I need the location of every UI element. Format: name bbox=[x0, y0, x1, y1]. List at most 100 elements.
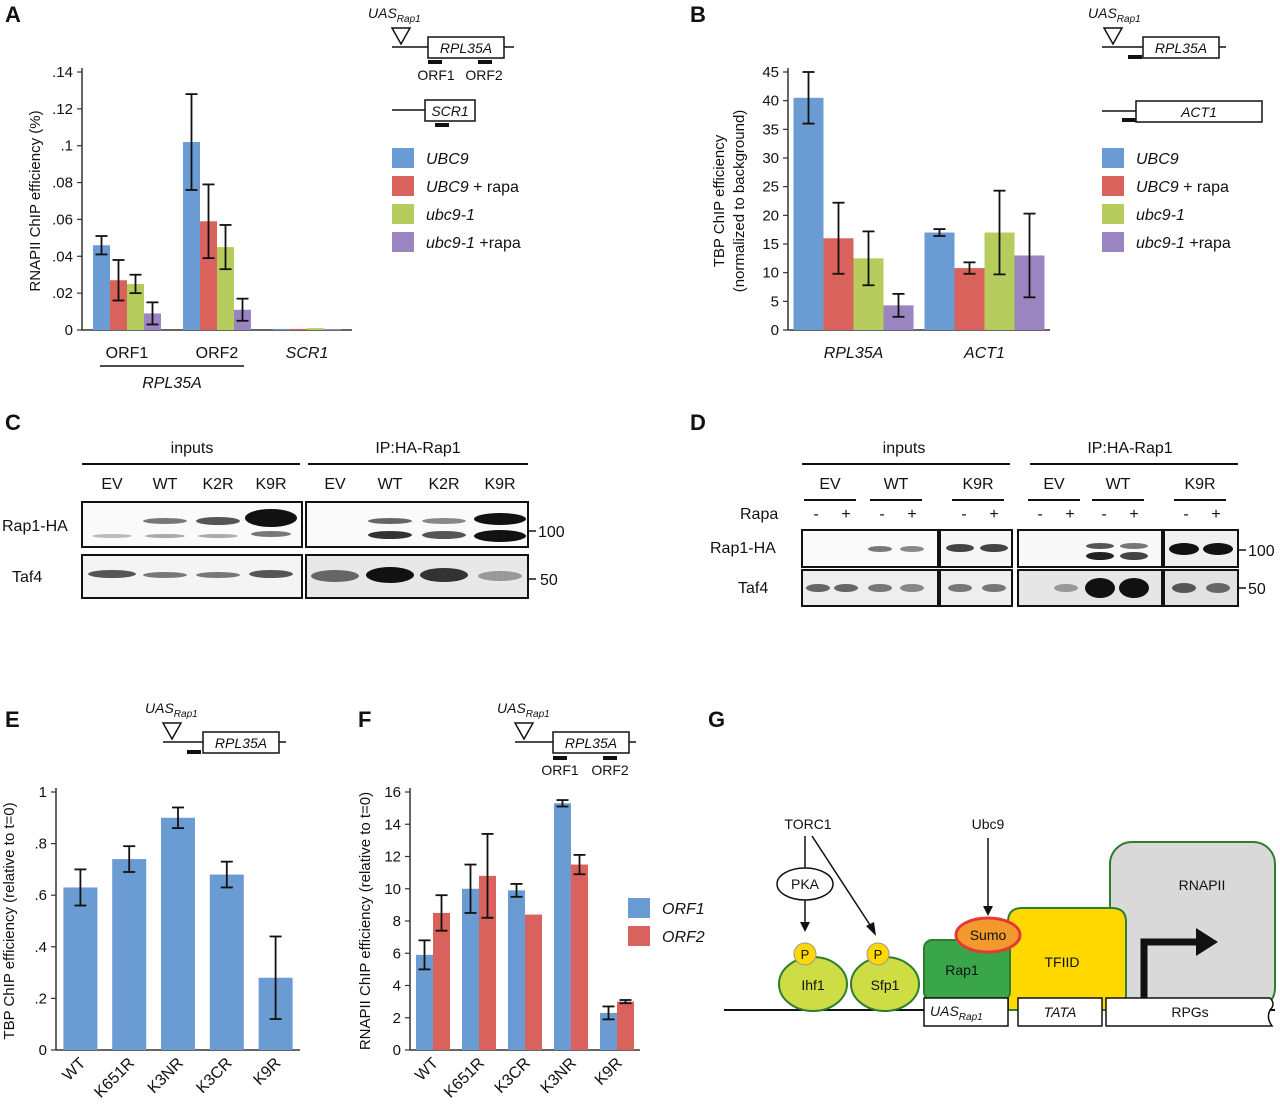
y-tick-label: 8 bbox=[393, 913, 401, 930]
legend-swatch bbox=[1102, 232, 1124, 252]
torc1-label: TORC1 bbox=[784, 816, 831, 832]
svg-text:ORF2: ORF2 bbox=[591, 762, 629, 778]
bar bbox=[127, 283, 144, 330]
legend-entry: ORF1 bbox=[662, 901, 705, 918]
bar bbox=[63, 887, 98, 1050]
y-tick-label: 45 bbox=[762, 64, 779, 81]
y-tick-label: 0 bbox=[39, 1042, 47, 1059]
arrow-tss-icon bbox=[1140, 938, 1200, 1010]
svg-text:RPL35A: RPL35A bbox=[215, 735, 267, 751]
orf1-label: ORF1 bbox=[417, 67, 455, 83]
lane-label: WT bbox=[378, 476, 403, 493]
y-tick-label: .14 bbox=[52, 64, 73, 81]
lane-label: EV bbox=[1043, 476, 1065, 493]
rapa-minus: - bbox=[879, 506, 884, 523]
tata-label: TATA bbox=[1044, 1004, 1077, 1020]
y-tick-label: 16 bbox=[384, 784, 401, 801]
bar bbox=[479, 875, 496, 1050]
y-axis-label: TBP ChIP efficiency bbox=[711, 134, 728, 267]
schematic-a: UASRap1 RPL35A ORF1 ORF2 SCR1 bbox=[368, 5, 514, 127]
x-tick-label: ORF2 bbox=[196, 345, 239, 362]
bar bbox=[571, 864, 588, 1050]
legend-f: ORF1 ORF2 bbox=[628, 898, 705, 946]
y-tick-label: .8 bbox=[34, 836, 47, 853]
y-tick-label: 5 bbox=[771, 293, 779, 310]
schematic-f: UASRap1 RPL35A ORF1 ORF2 bbox=[497, 700, 636, 778]
rapa-plus: + bbox=[1129, 506, 1138, 523]
y-tick-label: .12 bbox=[52, 101, 73, 118]
lane-label: EV bbox=[101, 476, 123, 493]
x-tick-label: K3CR bbox=[193, 1055, 235, 1097]
rapa-minus: - bbox=[961, 506, 966, 523]
marker-50: 50 bbox=[540, 572, 558, 589]
lane-label: EV bbox=[819, 476, 841, 493]
svg-text:ORF1: ORF1 bbox=[541, 762, 579, 778]
bar bbox=[273, 328, 290, 330]
tfiid-shape bbox=[1007, 907, 1127, 1011]
svg-text:100: 100 bbox=[1248, 543, 1275, 560]
bar bbox=[617, 1001, 634, 1050]
ubc9-label: Ubc9 bbox=[972, 816, 1005, 832]
western-blot-c: inputs IP:HA-Rap1 EV WT K2R K9R EV WT K2R K9R R… bbox=[2, 440, 565, 599]
blot-c-inputs-label: inputs bbox=[171, 440, 214, 457]
x-tick-label: SCR1 bbox=[286, 345, 329, 362]
y-tick-label: .6 bbox=[34, 887, 47, 904]
legend-swatch bbox=[392, 232, 414, 252]
bar bbox=[290, 328, 307, 330]
chart-e: 0 .2 .4 .6 .8 1 WT K651R K3NR K3CR K9R TBP ChIP eff… bbox=[1, 784, 300, 1101]
y-tick-label: 30 bbox=[762, 150, 779, 167]
pka-label: PKA bbox=[791, 876, 820, 892]
rapa-minus: - bbox=[1183, 506, 1188, 523]
lane-label: WT bbox=[153, 476, 178, 493]
x-tick-label: K3CR bbox=[492, 1055, 534, 1097]
svg-text:RPL35A: RPL35A bbox=[565, 735, 617, 751]
legend-swatch bbox=[628, 926, 650, 946]
y-axis-label: (normalized to background) bbox=[731, 110, 748, 293]
y-tick-label: 15 bbox=[762, 236, 779, 253]
panel-label-g: G bbox=[708, 707, 725, 732]
triangle-uas-icon bbox=[161, 722, 183, 741]
y-tick-label: 10 bbox=[762, 265, 779, 282]
y-tick-label: 4 bbox=[393, 978, 401, 995]
svg-text:50: 50 bbox=[1248, 581, 1266, 598]
x-tick-label: ORF1 bbox=[106, 345, 149, 362]
rpgs-label: RPGs bbox=[1171, 1004, 1208, 1020]
x-tick-label: ACT1 bbox=[963, 345, 1005, 362]
sfp1-label: Sfp1 bbox=[871, 977, 900, 993]
y-tick-label: .06 bbox=[52, 211, 73, 228]
blot-c-row-rap1ha: Rap1-HA bbox=[2, 518, 68, 535]
rapa-minus: - bbox=[813, 506, 818, 523]
bar bbox=[307, 328, 324, 330]
sumo-label: Sumo bbox=[970, 927, 1007, 943]
act1-gene: ACT1 bbox=[1180, 104, 1217, 120]
uas-label: UASRap1 bbox=[368, 5, 421, 25]
y-tick-label: .2 bbox=[34, 990, 47, 1007]
x-tick-label: RPL35A bbox=[824, 345, 884, 362]
rnapii-label: RNAPII bbox=[1179, 877, 1226, 893]
schematic-e: UASRap1 RPL35A bbox=[145, 700, 286, 754]
blot-c-row-taf4: Taf4 bbox=[12, 569, 42, 586]
y-tick-label: 40 bbox=[762, 93, 779, 110]
bar bbox=[183, 142, 200, 330]
legend-swatch bbox=[392, 148, 414, 168]
triangle-uas-icon bbox=[390, 27, 412, 46]
y-axis-label: RNAPII ChIP efficiency (%) bbox=[27, 110, 44, 291]
bar bbox=[161, 817, 195, 1050]
bar bbox=[112, 859, 147, 1050]
lane-label: K9R bbox=[1184, 476, 1215, 493]
schematic-b: UASRap1 RPL35A ACT1 bbox=[1088, 5, 1263, 123]
rapa-label: Rapa bbox=[740, 506, 778, 523]
blot-d-ip-label: IP:HA-Rap1 bbox=[1087, 440, 1172, 457]
y-tick-label: 0 bbox=[771, 322, 779, 339]
blot-d-row-rap1ha: Rap1-HA bbox=[710, 540, 776, 557]
bar bbox=[793, 97, 824, 330]
lane-label: WT bbox=[1106, 476, 1131, 493]
triangle-uas-icon bbox=[513, 722, 535, 741]
y-tick-label: 1 bbox=[39, 784, 47, 801]
svg-text:P: P bbox=[874, 947, 883, 962]
bar bbox=[462, 888, 479, 1050]
panel-label-a: A bbox=[5, 2, 21, 27]
y-tick-label: .08 bbox=[52, 175, 73, 192]
panel-label-b: B bbox=[690, 2, 706, 27]
